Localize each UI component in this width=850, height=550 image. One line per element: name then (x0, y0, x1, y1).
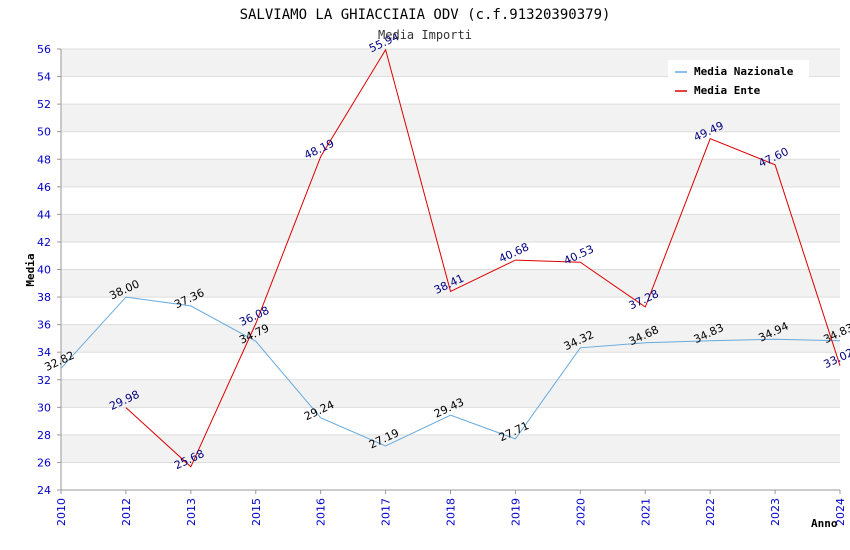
x-tick-label: 2020 (574, 498, 587, 526)
grid-band (61, 159, 840, 187)
y-tick-label: 54 (37, 71, 51, 84)
y-tick-label: 48 (37, 153, 51, 166)
y-tick-label: 24 (37, 484, 51, 497)
y-tick-label: 56 (37, 43, 51, 56)
x-tick-label: 2019 (509, 498, 522, 526)
y-tick-label: 38 (37, 291, 51, 304)
x-tick-label: 2021 (639, 498, 652, 526)
grid-band (61, 104, 840, 132)
grid-band (61, 324, 840, 353)
x-tick-label: 2012 (120, 498, 133, 526)
legend: Media Nazionale Media Ente (668, 60, 809, 102)
series-line-nazionale (60, 296, 841, 447)
y-tick-label: 26 (37, 456, 51, 469)
y-tick-label: 42 (37, 236, 51, 249)
x-tick-label: 2013 (185, 498, 198, 526)
x-tick-label: 2015 (250, 498, 263, 526)
y-tick-label: 52 (37, 98, 51, 111)
y-tick-label: 46 (37, 181, 51, 194)
grid-band (61, 379, 840, 408)
y-axis-label: Media (24, 253, 37, 286)
series-lines (60, 48, 841, 468)
x-tick-label: 2016 (315, 498, 328, 526)
y-tick-label: 28 (37, 429, 51, 442)
x-tick-label: 2022 (704, 498, 717, 526)
y-tick-label: 36 (37, 319, 51, 332)
x-axis-ticks: 2010 2012 2013 2015 2016 2017 2018 2019 2020 2021… (55, 490, 847, 526)
y-axis-ticks: 24 26 28 30 32 34 36 38 40 42 44 46 48 50 52 54 56 (37, 43, 61, 497)
x-tick-label: 2010 (55, 498, 68, 526)
series-line-ente (125, 48, 841, 468)
data-label-ente: 40.53 (562, 242, 596, 267)
grid-bands (61, 49, 840, 463)
y-tick-label: 32 (37, 374, 51, 387)
chart-subtitle: Media Importi (378, 28, 472, 42)
grid-band (61, 434, 840, 463)
chart-title: SALVIAMO LA GHIACCIAIA ODV (c.f.91320390… (240, 7, 611, 23)
data-label-ente: 48.19 (302, 137, 336, 162)
legend-box (668, 60, 809, 102)
y-tick-label: 40 (37, 264, 51, 277)
y-tick-label: 50 (37, 126, 51, 139)
legend-label-ente: Media Ente (694, 84, 761, 97)
legend-label-nazionale: Media Nazionale (694, 65, 794, 78)
grid-band (61, 269, 840, 298)
x-axis-label: Anno (811, 517, 838, 530)
y-tick-label: 44 (37, 208, 51, 221)
x-tick-label: 2024 (834, 498, 847, 526)
x-tick-label: 2023 (769, 498, 782, 526)
y-tick-label: 34 (37, 346, 51, 359)
y-tick-label: 30 (37, 401, 51, 414)
data-label-ente: 40.68 (497, 240, 531, 265)
x-tick-label: 2018 (445, 498, 458, 526)
grid-band (61, 214, 840, 242)
x-tick-label: 2017 (380, 498, 393, 526)
